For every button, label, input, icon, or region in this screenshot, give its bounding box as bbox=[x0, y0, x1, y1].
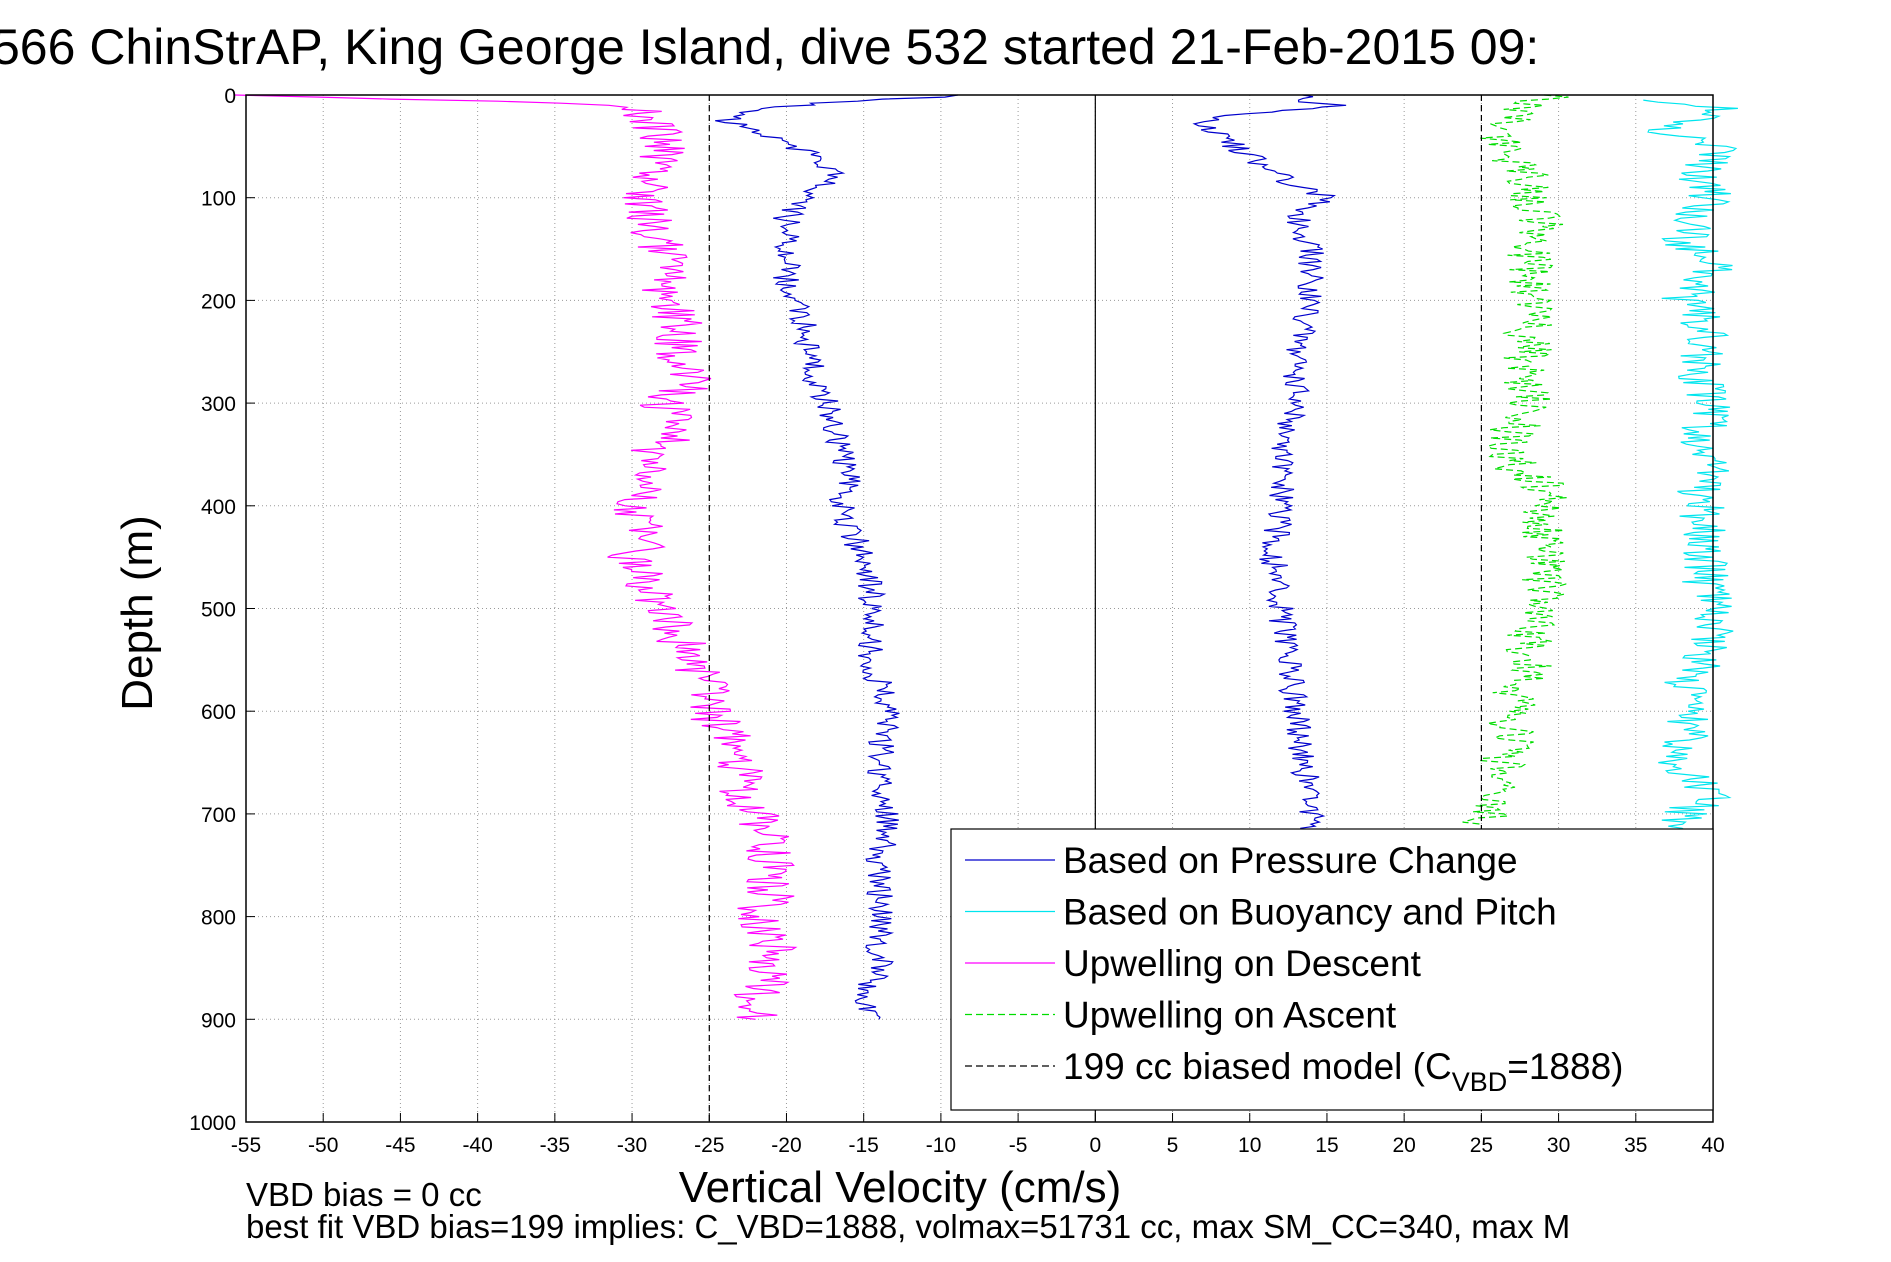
y-tick-label: 300 bbox=[201, 393, 236, 416]
legend-label: Upwelling on Descent bbox=[1063, 943, 1422, 984]
x-tick-label: -35 bbox=[540, 1134, 570, 1157]
series-buoyancy_pitch bbox=[1643, 99, 1738, 835]
x-tick-label: 0 bbox=[1089, 1134, 1101, 1157]
legend-label: Upwelling on Ascent bbox=[1063, 995, 1397, 1036]
y-tick-label: 600 bbox=[201, 701, 236, 724]
y-tick-label: 800 bbox=[201, 907, 236, 930]
y-tick-label: 100 bbox=[201, 188, 236, 211]
y-tick-label: 700 bbox=[201, 804, 236, 827]
chart-title: 566 ChinStrAP, King George Island, dive … bbox=[0, 19, 1539, 75]
plot-frame bbox=[245, 94, 1714, 1123]
x-tick-label: -40 bbox=[462, 1134, 492, 1157]
series-upwelling_ascent bbox=[1462, 94, 1569, 825]
y-tick-label: 200 bbox=[201, 290, 236, 313]
series-pressure_ascent bbox=[1192, 94, 1347, 846]
y-tick-label: 400 bbox=[201, 496, 236, 519]
x-tick-label: 25 bbox=[1470, 1134, 1493, 1157]
x-tick-label: -5 bbox=[1009, 1134, 1028, 1157]
y-tick-label: 900 bbox=[201, 1009, 236, 1032]
x-tick-label: -25 bbox=[694, 1134, 724, 1157]
y-tick-label: 0 bbox=[224, 85, 236, 108]
legend: Based on Pressure Change Based on Buoyanc… bbox=[950, 828, 1714, 1111]
x-tick-label: 30 bbox=[1547, 1134, 1570, 1157]
x-tick-labels: -55 -50 -45 -40 -35 -30 -25 -20 -15 -10 -5 0 5 10 15 20… bbox=[231, 1134, 1725, 1157]
x-tick-label: -10 bbox=[926, 1134, 956, 1157]
x-tick-label: 15 bbox=[1315, 1134, 1338, 1157]
series-pressure_descent bbox=[715, 94, 958, 1020]
legend-label: Based on Pressure Change bbox=[1063, 840, 1518, 881]
x-tick-label: -45 bbox=[385, 1134, 415, 1157]
x-tick-label: -20 bbox=[771, 1134, 801, 1157]
x-tick-label: 40 bbox=[1701, 1134, 1724, 1157]
x-tick-label: 20 bbox=[1392, 1134, 1415, 1157]
x-tick-label: -55 bbox=[231, 1134, 261, 1157]
x-tick-label: 5 bbox=[1167, 1134, 1179, 1157]
legend-box bbox=[950, 828, 1714, 1111]
footer-bias: VBD bias = 0 cc bbox=[246, 1176, 482, 1213]
y-tick-label: 1000 bbox=[189, 1112, 236, 1135]
grid bbox=[245, 94, 1714, 1123]
legend-label: Based on Buoyancy and Pitch bbox=[1063, 892, 1557, 933]
legend-label: 199 cc biased model (CVBD=1888) bbox=[1063, 1046, 1623, 1097]
y-axis-label: Depth (m) bbox=[113, 515, 162, 711]
x-tick-label: 35 bbox=[1624, 1134, 1647, 1157]
x-tick-label: -50 bbox=[308, 1134, 338, 1157]
series-upwelling_descent bbox=[234, 94, 798, 1020]
x-tick-label: -15 bbox=[849, 1134, 879, 1157]
y-tick-labels: 0 100 200 300 400 500 600 700 800 900 1000 bbox=[189, 85, 236, 1135]
footer-bestfit: best fit VBD bias=199 implies: C_VBD=188… bbox=[246, 1208, 1570, 1245]
x-tick-label: 10 bbox=[1238, 1134, 1261, 1157]
x-tick-label: -30 bbox=[617, 1134, 647, 1157]
y-tick-label: 500 bbox=[201, 599, 236, 622]
x-axis-label: Vertical Velocity (cm/s) bbox=[679, 1163, 1122, 1212]
